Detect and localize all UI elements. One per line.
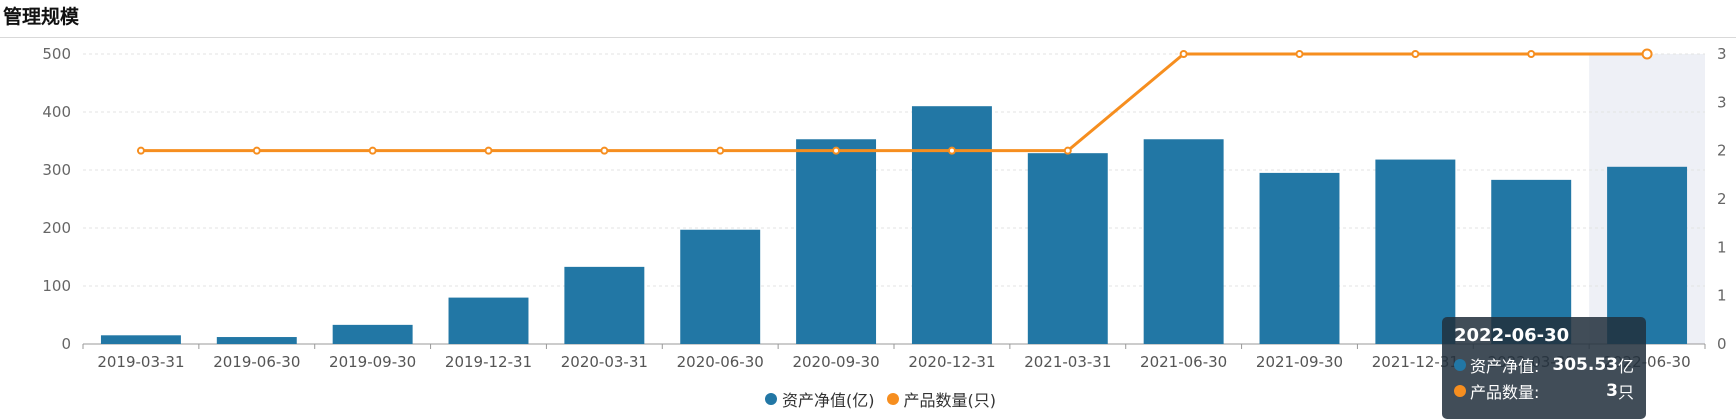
x-tick-label: 2021-06-30 — [1140, 353, 1227, 371]
legend-item-net-assets[interactable]: 资产净值(亿) — [765, 387, 875, 411]
point-product-count — [1063, 146, 1072, 155]
line-product-count — [140, 52, 1648, 153]
tooltip-label-net-assets: 资产净值: — [1470, 357, 1540, 376]
point-product-count — [1295, 50, 1304, 58]
page-title: 管理规模 — [3, 6, 80, 28]
tooltip-label-product-count: 产品数量: — [1470, 383, 1540, 402]
legend-swatch-net-assets — [765, 393, 777, 405]
x-tick-label: 2019-12-31 — [445, 353, 532, 371]
tooltip-value-net-assets: 305.53 — [1552, 355, 1618, 375]
chart-legend: 资产净值(亿) 产品数量(只) — [765, 387, 996, 411]
bar-net-assets — [564, 266, 645, 344]
y-right-tick-label: 3 — [1717, 45, 1727, 63]
y-left-tick-label: 0 — [61, 335, 71, 353]
tooltip-swatch-net-assets — [1454, 359, 1466, 371]
y-right-tick-label: 2 — [1717, 190, 1727, 208]
y-left-tick-label: 400 — [42, 103, 71, 121]
legend-swatch-product-count — [886, 393, 899, 405]
point-product-count — [1641, 48, 1653, 60]
tooltip-date: 2022-06-30 — [1454, 325, 1570, 346]
bar-net-assets — [1259, 172, 1340, 344]
bar-net-assets — [216, 337, 297, 344]
bar-net-assets — [680, 229, 761, 344]
point-product-count — [484, 146, 493, 155]
tooltip-row-net-assets: 资产净值: 305.53 亿 — [1454, 352, 1634, 378]
y-left-tick-label: 200 — [42, 219, 71, 237]
bar-net-assets — [1027, 153, 1108, 344]
point-product-count — [1411, 50, 1420, 58]
bar-net-assets — [796, 139, 877, 344]
bar-net-assets — [1607, 166, 1688, 344]
x-tick-label: 2019-09-30 — [329, 353, 416, 371]
bar-net-assets — [1143, 139, 1224, 344]
point-product-count — [947, 146, 956, 155]
x-tick-label: 2020-09-30 — [792, 353, 879, 371]
x-tick-label: 2020-03-31 — [561, 353, 648, 371]
bar-net-assets — [100, 335, 181, 344]
point-product-count — [1527, 50, 1536, 58]
y-left-tick-label: 100 — [42, 277, 71, 295]
y-right-tick-label: 1 — [1717, 287, 1727, 305]
bar-net-assets — [332, 324, 413, 344]
tooltip-unit-net-assets: 亿 — [1617, 357, 1634, 376]
y-right-tick-label: 2 — [1717, 142, 1727, 160]
point-product-count — [136, 146, 145, 155]
bar-net-assets — [1491, 179, 1572, 344]
y-right-tick-label: 1 — [1717, 238, 1727, 256]
x-tick-label: 2021-09-30 — [1256, 353, 1343, 371]
x-tick-label: 2020-06-30 — [677, 353, 764, 371]
bar-net-assets — [448, 297, 529, 344]
title-divider — [0, 37, 1736, 38]
tooltip-value-product-count: 3 — [1606, 381, 1618, 401]
bar-net-assets — [1375, 159, 1456, 344]
x-tick-label: 2019-03-31 — [97, 353, 184, 371]
y-right-tick-label: 0 — [1717, 335, 1727, 353]
x-tick-label: 2021-03-31 — [1024, 353, 1111, 371]
legend-label-product-count: 产品数量(只) — [903, 391, 997, 410]
y-left-tick-label: 300 — [42, 161, 71, 179]
chart-tooltip: 2022-06-30 资产净值: 305.53 亿 产品数量: 3 只 — [1442, 317, 1646, 419]
point-product-count — [600, 146, 609, 155]
point-product-count — [716, 146, 725, 155]
point-product-count — [252, 146, 261, 155]
tooltip-swatch-product-count — [1454, 385, 1466, 397]
tooltip-row-product-count: 产品数量: 3 只 — [1454, 378, 1634, 404]
point-product-count — [368, 146, 377, 155]
x-tick-label: 2021-12-31 — [1372, 353, 1459, 371]
y-left-tick-label: 500 — [42, 45, 71, 63]
point-product-count — [1179, 50, 1188, 58]
legend-label-net-assets: 资产净值(亿) — [782, 391, 875, 410]
tooltip-unit-product-count: 只 — [1617, 383, 1634, 402]
bar-net-assets — [911, 106, 992, 344]
point-product-count — [832, 146, 841, 155]
x-tick-label: 2019-06-30 — [213, 353, 300, 371]
legend-item-product-count[interactable]: 产品数量(只) — [886, 387, 997, 411]
x-tick-label: 2020-12-31 — [908, 353, 995, 371]
y-right-tick-label: 3 — [1717, 93, 1727, 111]
